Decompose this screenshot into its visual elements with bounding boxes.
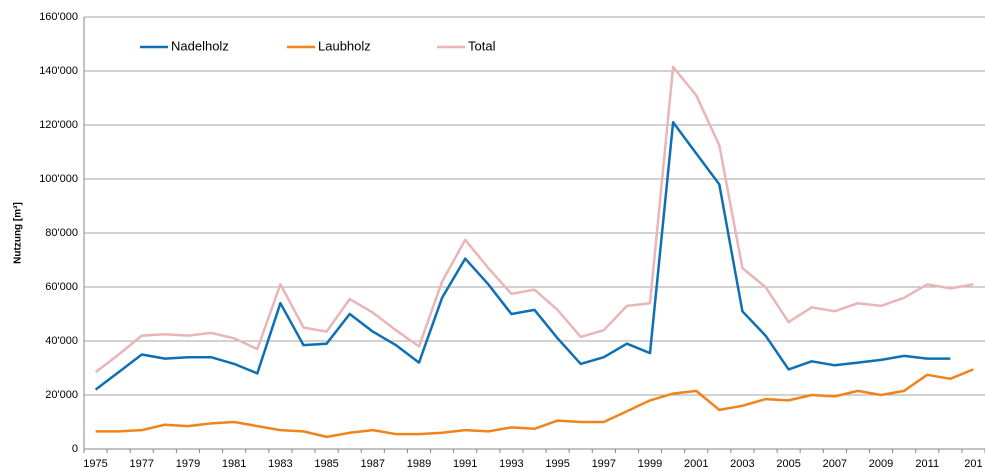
y-tick-label: 60'000 xyxy=(45,281,78,293)
x-tick-label: 2011 xyxy=(915,458,939,470)
x-tick-label: 1985 xyxy=(314,458,338,470)
legend-label: Total xyxy=(468,38,496,53)
y-tick-label: 140'000 xyxy=(39,65,78,77)
x-tick-label: 1983 xyxy=(268,458,292,470)
x-tick-label: 1991 xyxy=(453,458,477,470)
x-tick-label: 2009 xyxy=(869,458,893,470)
x-tick-label: 2005 xyxy=(776,458,800,470)
x-tick-label: 1987 xyxy=(361,458,385,470)
y-axis-label: Nutzung [m³] xyxy=(13,202,24,264)
y-tick-label: 100'000 xyxy=(39,173,78,185)
legend-label: Nadelholz xyxy=(171,38,229,53)
x-tick-label: 1995 xyxy=(545,458,569,470)
x-tick-label: 2003 xyxy=(730,458,754,470)
y-tick-label: 120'000 xyxy=(39,119,78,131)
x-tick-label: 1989 xyxy=(407,458,431,470)
y-tick-label: 40'000 xyxy=(45,335,78,347)
x-tick-label: 2007 xyxy=(823,458,847,470)
x-tick-label: 1997 xyxy=(592,458,616,470)
y-tick-label: 80'000 xyxy=(45,227,78,239)
line-series xyxy=(94,121,951,391)
x-tick-label: 1977 xyxy=(130,458,154,470)
x-tick-label: 201 xyxy=(964,458,982,470)
x-tick-label: 1993 xyxy=(499,458,523,470)
x-tick-label: 1975 xyxy=(83,458,107,470)
x-tick-label: 1979 xyxy=(176,458,200,470)
x-tick-label: 1981 xyxy=(222,458,246,470)
line-series xyxy=(95,368,974,439)
y-tick-label: 0 xyxy=(72,443,78,455)
legend-label: Laubholz xyxy=(318,38,371,53)
x-tick-label: 1999 xyxy=(638,458,662,470)
x-tick-label: 2001 xyxy=(684,458,708,470)
y-tick-label: 20'000 xyxy=(45,389,78,401)
line-series xyxy=(94,65,974,374)
y-tick-label: 160'000 xyxy=(39,11,78,23)
